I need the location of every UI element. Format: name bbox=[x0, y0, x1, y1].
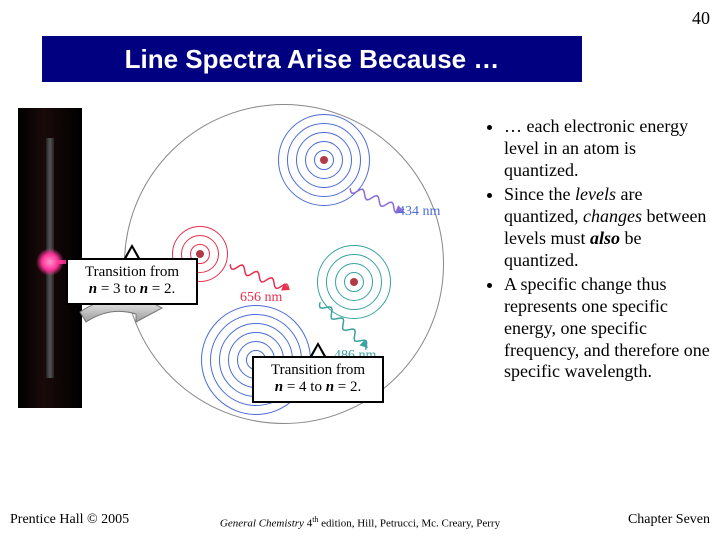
wavelength-label: 434 nm bbox=[398, 204, 440, 220]
page-number: 40 bbox=[692, 8, 710, 29]
bullet-item: A specific change thus represents one sp… bbox=[504, 274, 710, 384]
callout-line1: Transition from bbox=[76, 264, 188, 281]
nucleus bbox=[196, 250, 204, 258]
wavelength-label: 656 nm bbox=[240, 290, 282, 306]
callout-line1: Transition from bbox=[262, 362, 374, 379]
callout-line2: n = 4 to n = 2. bbox=[262, 379, 374, 396]
nucleus bbox=[320, 156, 328, 164]
title-bar: Line Spectra Arise Because … bbox=[42, 36, 582, 82]
callout-box: Transition fromn = 3 to n = 2. bbox=[66, 258, 198, 305]
callout-line2: n = 3 to n = 2. bbox=[76, 281, 188, 298]
footer-right: Chapter Seven bbox=[628, 512, 710, 528]
bullet-list: … each electronic energy level in an ato… bbox=[486, 116, 710, 385]
bullet-item: Since the levels are quantized, changes … bbox=[504, 184, 710, 272]
nucleus bbox=[350, 278, 358, 286]
footer-center: General Chemistry 4th edition, Hill, Pet… bbox=[0, 515, 720, 530]
callout-box: Transition fromn = 4 to n = 2. bbox=[252, 356, 384, 403]
bullet-item: … each electronic energy level in an ato… bbox=[504, 116, 710, 182]
footer-center-pre: General Chemistry bbox=[220, 518, 307, 530]
slide-title: Line Spectra Arise Because … bbox=[125, 44, 500, 75]
footer-center-post: edition, Hill, Petrucci, Mc. Creary, Per… bbox=[318, 518, 500, 530]
